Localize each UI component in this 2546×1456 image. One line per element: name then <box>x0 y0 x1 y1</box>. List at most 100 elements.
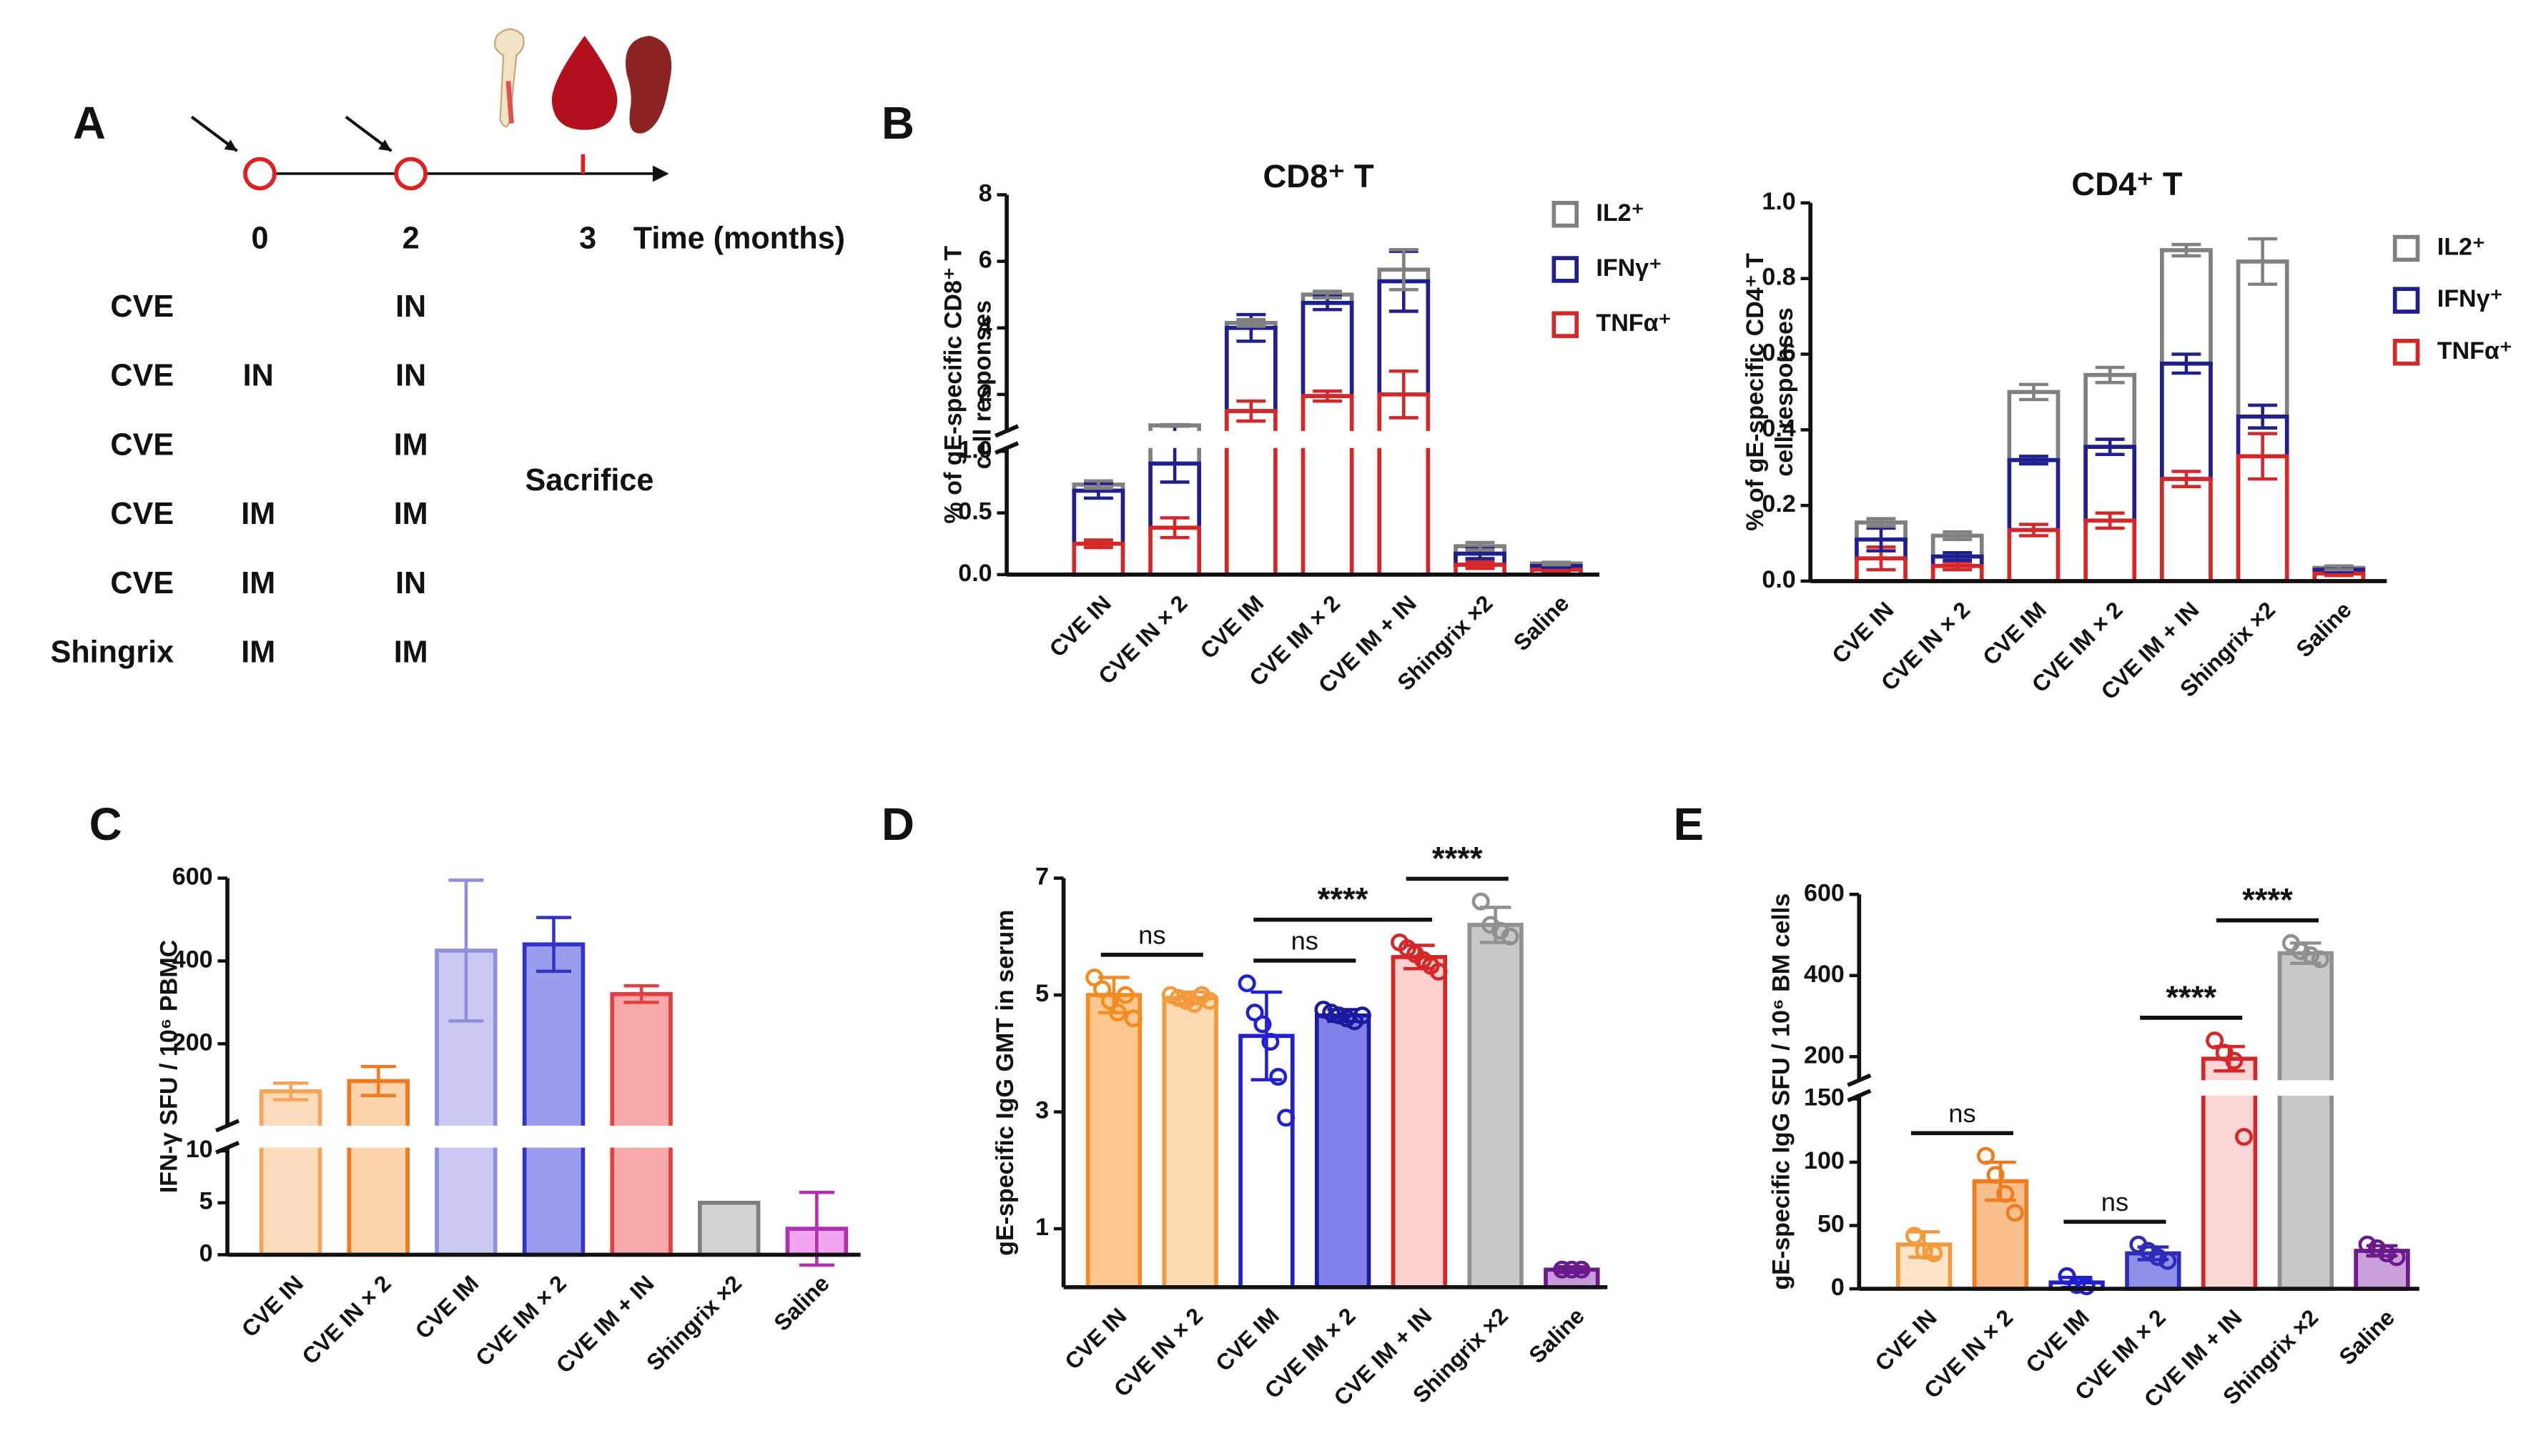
bar <box>1085 993 1143 1289</box>
data-point <box>2225 1051 2244 1070</box>
error-bar <box>2324 564 2354 572</box>
bar-segment <box>1301 300 1354 398</box>
y-axis-label: gE-specific IgG GMT in serum <box>992 910 1019 1256</box>
chart-title: CD8⁺ T <box>1263 158 1374 194</box>
significance-label: ns <box>1138 920 1165 949</box>
bar <box>259 1089 322 1257</box>
bar <box>2201 1056 2258 1291</box>
data-point <box>1986 1166 2005 1184</box>
data-point <box>1429 962 1448 981</box>
error-bar <box>2171 242 2201 258</box>
y-tick-label: 0.4 <box>1762 415 1795 442</box>
error-bar <box>2248 432 2278 481</box>
axis-break <box>229 1125 862 1148</box>
legend-swatch <box>1551 311 1579 338</box>
data-point <box>1245 1004 1264 1022</box>
data-point <box>2358 1235 2377 1254</box>
significance-label: **** <box>2242 882 2293 918</box>
data-point <box>2005 1204 2024 1222</box>
data-point <box>2368 1239 2387 1257</box>
bar <box>1972 1179 2029 1291</box>
event-label: Sacrifice <box>526 463 654 497</box>
error-bar <box>1866 526 1896 553</box>
y-tick-label: 7 <box>1035 863 1049 891</box>
time-axis-label: Time (months) <box>633 221 845 255</box>
y-tick-label: 200 <box>1804 1041 1845 1069</box>
error-bar <box>2018 455 2048 466</box>
month-label: 3 <box>579 221 596 255</box>
error-bar <box>2095 511 2125 530</box>
error-bar <box>1556 1264 1588 1274</box>
bar <box>1391 955 1448 1289</box>
legend-label: IFNγ⁺ <box>2437 285 2503 312</box>
bar <box>610 991 673 1257</box>
y-tick-label: 0.8 <box>1762 264 1795 291</box>
data-point <box>2158 1252 2177 1270</box>
data-point <box>2148 1248 2167 1267</box>
error-bar <box>1388 369 1418 420</box>
route-label: IM <box>241 497 275 531</box>
y-tick-label: 150 <box>1804 1084 1845 1111</box>
y-tick-label: 2 <box>979 380 992 407</box>
bar <box>698 1200 761 1257</box>
bar <box>2277 951 2334 1291</box>
route-label: IM <box>394 635 428 670</box>
data-point <box>1277 1109 1296 1127</box>
vaccine-label: CVE <box>110 497 174 531</box>
data-point <box>1261 1032 1280 1051</box>
y-tick-label: 1 <box>1035 1214 1049 1241</box>
blood-icon <box>551 35 618 130</box>
error-bar <box>2248 237 2278 286</box>
data-point <box>1161 986 1180 1004</box>
error-bar <box>1160 422 1190 428</box>
data-point <box>1085 969 1104 987</box>
data-point <box>1976 1147 1995 1165</box>
data-point <box>1562 1260 1581 1279</box>
data-point <box>1253 1015 1272 1034</box>
data-point <box>1238 974 1256 993</box>
legend-label: IL2⁺ <box>2437 233 2485 260</box>
significance-label: **** <box>1318 881 1368 918</box>
error-bar <box>1236 399 1266 423</box>
data-point <box>1116 986 1135 1004</box>
bar-segment <box>2007 390 2061 462</box>
spleen-icon <box>626 35 672 134</box>
month-label: 0 <box>251 221 268 255</box>
bar-segment <box>2083 445 2137 523</box>
route-label: IN <box>395 289 426 324</box>
error-bar <box>448 878 484 1023</box>
y-tick-label: 50 <box>1817 1211 1845 1238</box>
data-point <box>2235 1128 2253 1147</box>
bar-segment <box>2159 361 2213 481</box>
y-tick-label: 4 <box>979 313 992 340</box>
data-point <box>1124 1009 1143 1028</box>
significance-label: **** <box>2166 979 2216 1016</box>
legend-label: IL2⁺ <box>1596 199 1644 227</box>
legend-label: TNFα⁺ <box>2437 337 2512 365</box>
y-axis-label: gE-specific IgG SFU / 10⁶ BM cells <box>1768 893 1795 1290</box>
data-point <box>1471 892 1490 911</box>
dose-marker <box>394 157 428 191</box>
y-tick-label: 0.6 <box>1762 340 1795 367</box>
legend-swatch <box>1551 201 1579 228</box>
bone-marrow-icon <box>505 81 514 124</box>
data-point <box>1322 1004 1341 1022</box>
y-axis-label: % of gE-specific CD8⁺ T <box>939 246 967 524</box>
data-point <box>2058 1267 2076 1285</box>
y-tick-label: 0 <box>199 1239 213 1267</box>
dose-marker <box>243 157 277 191</box>
error-bar <box>360 1064 396 1097</box>
y-tick-label: 1.0 <box>958 436 992 463</box>
error-bar <box>2018 382 2048 402</box>
bar <box>1162 996 1218 1289</box>
error-bar <box>2018 523 2048 538</box>
y-axis-label: % of gE-specific CD4⁺ T <box>1742 253 1769 531</box>
significance-label: ns <box>2101 1187 2128 1217</box>
bar-segment <box>2159 477 2213 583</box>
data-point <box>2068 1276 2086 1294</box>
y-tick-label: 600 <box>1804 879 1845 906</box>
data-point <box>1177 991 1195 1010</box>
y-tick-label: 0.5 <box>958 498 992 525</box>
y-tick-label: 8 <box>979 180 992 207</box>
